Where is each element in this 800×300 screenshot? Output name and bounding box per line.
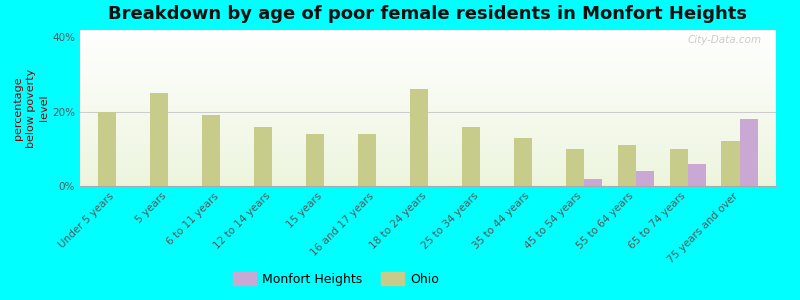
- Bar: [254, 127, 272, 186]
- Bar: [514, 138, 532, 186]
- Text: City-Data.com: City-Data.com: [688, 35, 762, 45]
- Bar: [150, 93, 168, 186]
- Bar: [98, 112, 116, 186]
- Bar: [566, 149, 584, 186]
- Bar: [670, 149, 688, 186]
- Title: Breakdown by age of poor female residents in Monfort Heights: Breakdown by age of poor female resident…: [109, 5, 747, 23]
- Bar: [462, 127, 480, 186]
- Bar: [306, 134, 324, 186]
- Bar: [202, 116, 220, 186]
- Bar: [688, 164, 706, 186]
- Bar: [722, 141, 740, 186]
- Bar: [584, 178, 602, 186]
- Legend: Monfort Heights, Ohio: Monfort Heights, Ohio: [228, 267, 444, 291]
- Bar: [618, 145, 636, 186]
- Bar: [410, 89, 428, 186]
- Bar: [636, 171, 654, 186]
- Y-axis label: percentage
below poverty
level: percentage below poverty level: [13, 68, 50, 148]
- Bar: [358, 134, 376, 186]
- Bar: [740, 119, 758, 186]
